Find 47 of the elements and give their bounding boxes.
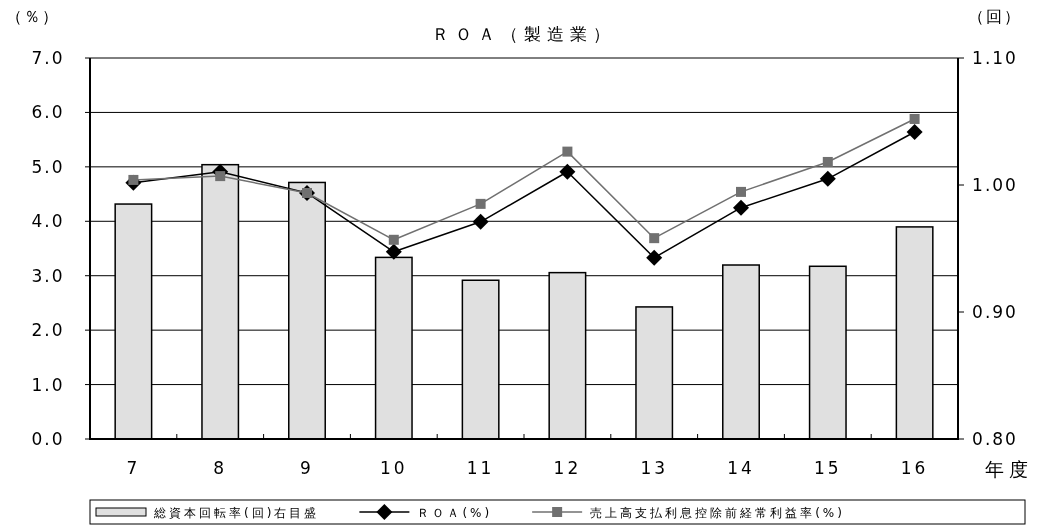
y-tick-label: 5.0 <box>31 156 65 177</box>
x-tick-label: 13 <box>640 458 669 478</box>
y2-tick-label: 1.00 <box>972 175 1018 195</box>
y-axis-title: （％） <box>6 7 60 26</box>
point <box>736 186 746 197</box>
point <box>733 199 749 216</box>
legend-label: 売上高支払利息控除前経常利益率(%) <box>590 506 845 520</box>
x-axis-title: 年度 <box>985 458 1033 480</box>
y-tick-label: 1.0 <box>31 374 65 395</box>
point <box>385 243 402 260</box>
x-tick-label: 12 <box>553 458 582 478</box>
legend-item: 総資本回転率(回)右目盛 <box>95 506 320 520</box>
point <box>559 163 576 180</box>
point <box>819 170 836 187</box>
legend-label: ＲＯＡ(%) <box>417 506 493 520</box>
x-tick-label: 9 <box>300 458 314 478</box>
point <box>562 146 573 157</box>
x-tick-label: 16 <box>900 458 929 478</box>
point <box>475 198 486 209</box>
point <box>906 124 923 141</box>
point <box>909 113 920 124</box>
point <box>822 156 833 167</box>
point <box>388 234 399 245</box>
chart-title: ＲＯＡ（製造業） <box>432 24 616 44</box>
y-tick-label: 6.0 <box>31 102 65 123</box>
y-tick-label: 3.0 <box>31 265 65 286</box>
x-tick-label: 15 <box>813 458 842 478</box>
point <box>649 233 660 244</box>
y-tick-label: 7.0 <box>31 48 65 68</box>
x-tick-label: 14 <box>727 458 755 478</box>
y2-tick-label: 0.90 <box>972 302 1018 322</box>
y2-axis-title: （回） <box>968 7 1022 26</box>
x-tick-label: 7 <box>126 458 141 478</box>
legend-label: 総資本回転率(回)右目盛 <box>153 506 320 520</box>
y-tick-label: 0.0 <box>31 429 65 449</box>
legend-item: ＲＯＡ(%) <box>358 504 493 520</box>
legend-item: 売上高支払利息控除前経常利益率(%) <box>531 506 845 520</box>
x-tick-label: 10 <box>379 458 408 478</box>
y2-tick-label: 1.10 <box>972 48 1018 68</box>
y2-tick-label: 0.80 <box>972 429 1018 449</box>
y-tick-label: 2.0 <box>31 320 65 341</box>
x-tick-label: 8 <box>213 458 228 478</box>
point <box>472 213 489 230</box>
point <box>215 171 226 182</box>
point <box>646 249 663 266</box>
x-tick-label: 11 <box>466 458 495 478</box>
y-tick-label: 4.0 <box>31 211 65 232</box>
